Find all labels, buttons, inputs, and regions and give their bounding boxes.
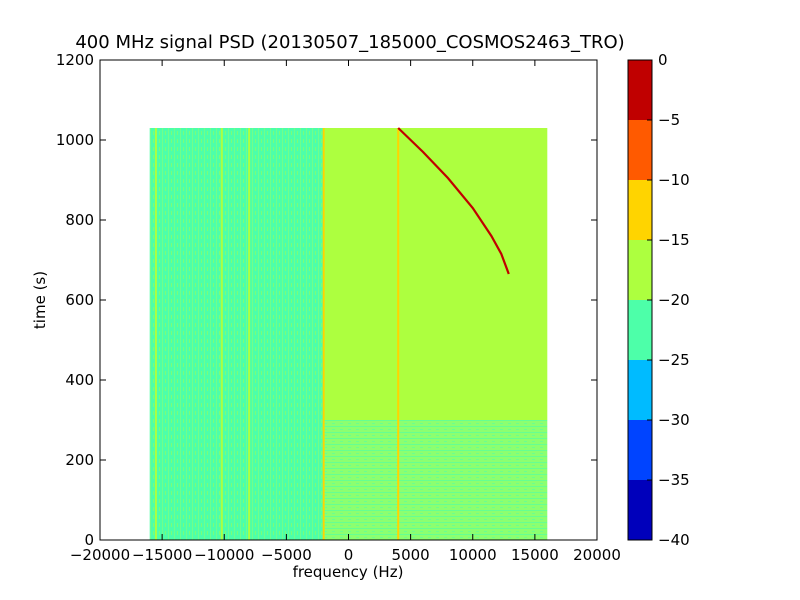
- colorbar-band: [628, 300, 652, 360]
- colorbar-tick-label: −15: [658, 231, 690, 249]
- y-tick-label: 800: [65, 211, 94, 229]
- psd-regions: [149, 128, 548, 540]
- y-tick-label: 1200: [56, 51, 94, 69]
- colorbar-band: [628, 420, 652, 480]
- y-tick-label: 400: [65, 371, 94, 389]
- y-axis: 0 200 400 600 800 1000 1200: [56, 51, 597, 549]
- spectral-lines: [154, 128, 400, 540]
- psd-region: [149, 128, 324, 540]
- colorbar-band: [628, 180, 652, 240]
- y-tick-label: 200: [65, 451, 94, 469]
- colorbar-band: [628, 240, 652, 300]
- y-axis-label: time (s): [31, 271, 49, 329]
- colorbar-band: [628, 120, 652, 180]
- x-tick-label: −10000: [194, 546, 254, 564]
- colorbar-tick-label: 0: [658, 51, 668, 69]
- x-axis-label: frequency (Hz): [293, 563, 404, 581]
- x-tick-label: 20000: [573, 546, 621, 564]
- colorbar-band: [628, 60, 652, 120]
- x-tick-label: −20000: [70, 546, 130, 564]
- x-axis: −20000 −15000 −10000 −5000 0 5000 10000 15000 20…: [70, 60, 621, 564]
- colorbar-tick-label: −40: [658, 531, 690, 549]
- plot-area: [99, 59, 598, 541]
- colorbar: 0 −5 −10 −15 −20 −25 −30 −35 −40: [627, 51, 690, 549]
- doppler-signal-curve: [397, 127, 510, 275]
- colorbar-band: [628, 480, 652, 540]
- y-tick-label: 0: [84, 531, 94, 549]
- y-tick-label: 1000: [56, 131, 94, 149]
- colorbar-tick-label: −20: [658, 291, 690, 309]
- psd-region: [323, 420, 548, 540]
- colorbar-tick-label: −30: [658, 411, 690, 429]
- x-tick-label: −15000: [132, 546, 192, 564]
- x-tick-label: 5000: [392, 546, 430, 564]
- colorbar-tick-label: −10: [658, 171, 690, 189]
- colorbar-tick-label: −5: [658, 111, 680, 129]
- colorbar-tick-label: −25: [658, 351, 690, 369]
- x-tick-label: −5000: [261, 546, 312, 564]
- chart-title: 400 MHz signal PSD (20130507_185000_COSM…: [75, 32, 624, 53]
- x-tick-label: 0: [344, 546, 354, 564]
- y-tick-label: 600: [65, 291, 94, 309]
- x-tick-label: 15000: [511, 546, 559, 564]
- colorbar-tick-label: −35: [658, 471, 690, 489]
- colorbar-band: [628, 360, 652, 420]
- psd-region: [323, 128, 548, 420]
- x-tick-label: 10000: [449, 546, 497, 564]
